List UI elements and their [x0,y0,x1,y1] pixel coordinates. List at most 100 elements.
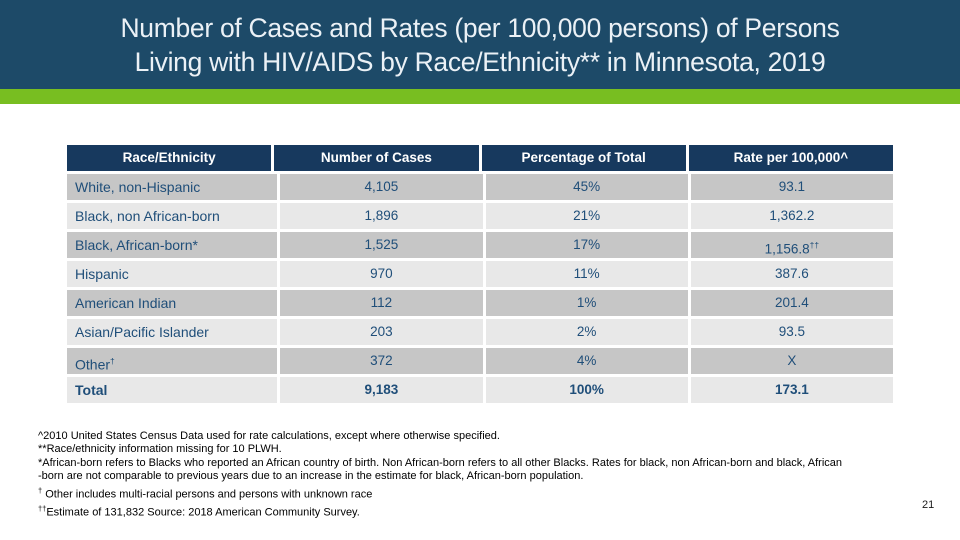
cell-race-white-non-hispanic: White, non-Hispanic [67,174,278,200]
cases-value: 1,525 [364,237,399,252]
cell-race-asian-pacific-islander: Asian/Pacific Islander [67,319,278,345]
footnotes-block: ^2010 United States Census Data used for… [38,430,954,520]
cell-percentage-black-african-born: 17% [485,232,688,258]
cases-value: 203 [370,324,393,339]
cell-percentage-asian-pacific-islander: 2% [485,319,688,345]
cell-rate-hispanic: 387.6 [690,261,893,287]
footnote-marker: † [38,485,43,495]
cell-rate-asian-pacific-islander: 93.5 [690,319,893,345]
table-row-other: Other† 372 4% X [67,348,893,374]
footnote-text: -born are not comparable to previous yea… [38,470,584,483]
percentage-value: 11% [573,266,600,281]
rate-value: 93.1 [778,179,806,194]
footnote-text: Race/ethnicity information missing for 1… [46,443,282,456]
percentage-value: 2% [576,324,597,339]
column-header-number-of-cases: Number of Cases [274,145,479,171]
cell-race-total: Total [67,377,278,403]
rate-value: 201.4 [774,295,809,310]
cell-percentage-hispanic: 11% [485,261,688,287]
footnote-marker: ** [38,443,47,456]
cell-cases-total: 9,183 [280,377,483,403]
cell-rate-other: X [690,348,893,374]
percentage-value: 17% [573,237,601,252]
cell-cases-american-indian: 112 [280,290,483,316]
table-row-black-african-born: Black, African-born* 1,525 17% 1,156.8†† [67,232,893,258]
cases-value: 1,896 [364,208,399,223]
title-banner: Number of Cases and Rates (per 100,000 p… [0,0,960,89]
rate-value: 173.1 [774,382,809,397]
accent-stripe [0,89,960,104]
cases-value: 970 [370,266,393,281]
cell-race-other: Other† [67,348,278,374]
cases-value: 9,183 [364,382,399,397]
footnote-text: 2010 United States Census Data used for … [43,430,500,442]
cases-value: 372 [370,353,393,368]
cases-value: 4,105 [364,179,399,194]
footnote-line-6: ††Estimate of 131,832 Source: 2018 Ameri… [38,502,954,520]
column-header-rate-per-100000: Rate per 100,000^ [688,145,893,171]
page-number: 21 [922,499,935,511]
race-label: White, non-Hispanic [75,179,201,195]
footnote-text: Estimate of 131,832 Source: 2018 America… [46,506,360,519]
cell-percentage-white-non-hispanic: 45% [485,174,688,200]
footnote-line-3: *African-born refers to Blacks who repor… [38,457,954,470]
slide-title-line2: Living with HIV/AIDS by Race/Ethnicity**… [134,46,826,77]
cell-race-american-indian: American Indian [67,290,278,316]
table-row-american-indian: American Indian 112 1% 201.4 [67,290,893,316]
cell-cases-asian-pacific-islander: 203 [280,319,483,345]
footnote-line-5: † Other includes multi-racial persons an… [38,484,954,502]
footnote-marker: * [38,456,43,469]
rate-footnote-marker: †† [809,240,820,250]
rate-value: 93.5 [778,324,806,339]
race-label: Black, non African-born [75,208,220,224]
table-row-black-non-african-born: Black, non African-born 1,896 21% 1,362.2 [67,203,893,229]
cell-percentage-american-indian: 1% [485,290,688,316]
race-label: American Indian [75,295,177,311]
percentage-value: 45% [573,179,601,194]
cell-race-black-non-african-born: Black, non African-born [67,203,278,229]
percentage-value: 1% [576,295,597,310]
cases-value: 112 [370,295,393,310]
cell-rate-black-african-born: 1,156.8†† [690,232,893,258]
table-header-row: Race/Ethnicity Number of Cases Percentage … [67,145,893,171]
percentage-value: 4% [576,353,597,368]
race-label: Hispanic [75,266,129,282]
race-footnote-marker: † [110,356,115,366]
cell-rate-white-non-hispanic: 93.1 [690,174,893,200]
rate-value: X [787,353,797,368]
table-row-white-non-hispanic: White, non-Hispanic 4,105 45% 93.1 [67,174,893,200]
race-label: Black, African-born* [75,237,198,253]
footnote-text: Other includes multi-racial persons and … [42,488,373,501]
race-label: Asian/Pacific Islander [75,324,209,340]
percentage-value: 100% [569,382,604,397]
column-header-race-ethnicity: Race/Ethnicity [67,145,272,171]
footnote-marker: ^ [38,430,44,442]
cell-cases-white-non-hispanic: 4,105 [280,174,483,200]
cell-rate-total: 173.1 [690,377,893,403]
footnote-marker: †† [38,503,47,513]
hiv-aids-data-table: Race/Ethnicity Number of Cases Percentage … [67,145,893,403]
table-row-hispanic: Hispanic 970 11% 387.6 [67,261,893,287]
footnote-line-4: -born are not comparable to previous yea… [38,470,954,483]
slide-title-line1: Number of Cases and Rates (per 100,000 p… [120,12,840,43]
footnote-line-1: ^2010 United States Census Data used for… [38,430,954,443]
cell-rate-black-non-african-born: 1,362.2 [690,203,893,229]
cell-cases-black-non-african-born: 1,896 [280,203,483,229]
race-label: Total [75,382,108,398]
cell-percentage-black-non-african-born: 21% [485,203,688,229]
column-header-percentage-of-total: Percentage of Total [481,145,686,171]
cell-percentage-total: 100% [485,377,688,403]
cell-race-black-african-born: Black, African-born* [67,232,278,258]
cell-race-hispanic: Hispanic [67,261,278,287]
cell-percentage-other: 4% [485,348,688,374]
footnote-text: African-born refers to Blacks who report… [42,456,842,469]
footnote-line-2: **Race/ethnicity information missing for… [38,443,954,456]
race-label: Other [75,356,111,373]
rate-value: 1,362.2 [769,208,815,223]
cell-cases-hispanic: 970 [280,261,483,287]
cell-rate-american-indian: 201.4 [690,290,893,316]
rate-value: 387.6 [774,266,809,281]
table-row-total: Total 9,183 100% 173.1 [67,377,893,403]
percentage-value: 21% [573,208,601,223]
